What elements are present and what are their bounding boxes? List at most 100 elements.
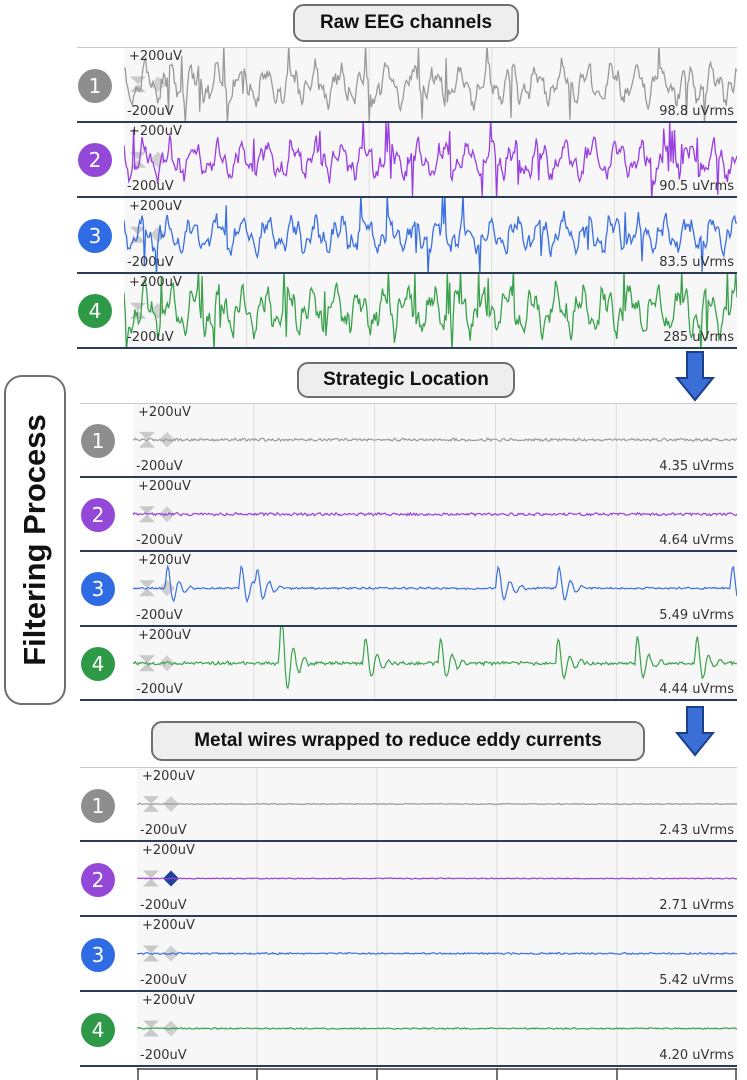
scale-top-label: +200uV [142,843,195,858]
channel-plot: +200uV -200uV 285 uVrms [124,273,737,347]
rms-value-label: 2.71 uVrms [659,898,734,913]
scale-bottom-label: -200uV [136,682,183,697]
eeg-trace-line [133,564,737,604]
scale-bottom-label: -200uV [127,179,174,194]
down-arrow-icon [675,351,715,402]
eeg-trace-line [137,951,737,956]
channel-row: 4 +200uV -200uV 4.20 uVrms [80,992,737,1067]
channel-number-badge: 3 [78,218,112,253]
channel-number-badge: 4 [78,294,112,329]
rms-value-label: 83.5 uVrms [659,254,734,270]
scale-bottom-label: -200uV [140,823,187,838]
channel-plot: +200uV -200uV 2.71 uVrms [137,842,737,915]
eeg-trace-chart [137,917,737,990]
eeg-trace-chart [124,48,737,121]
eeg-trace-line [133,437,737,443]
channel-number-badge: 2 [78,143,112,178]
eeg-trace-chart [124,198,737,272]
channel-number-badge: 4 [81,646,115,681]
eeg-trace-chart [124,122,737,196]
channel-number-badge: 3 [81,572,115,607]
eeg-trace-line [124,273,737,347]
scale-top-label: +200uV [138,627,191,643]
channel-number-badge: 2 [81,497,115,532]
rms-value-label: 2.43 uVrms [659,823,734,838]
eeg-trace-chart [137,992,737,1065]
section-title-strategic: Strategic Location [297,362,515,398]
channel-plot: +200uV -200uV 4.20 uVrms [137,992,737,1065]
channel-number-badge: 4 [81,1012,115,1047]
channel-row: 2 +200uV -200uV 2.71 uVrms [80,842,737,917]
rms-value-label: 4.20 uVrms [659,1048,734,1063]
channel-plot: +200uV -200uV 4.44 uVrms [133,626,737,699]
eeg-trace-line [133,511,737,517]
channel-row: 4 +200uV -200uV 285 uVrms [77,273,737,349]
scale-bottom-label: -200uV [127,103,174,119]
channel-row: 1 +200uV -200uV 4.35 uVrms [80,403,737,478]
scale-bottom-label: -200uV [136,607,183,623]
eeg-trace-chart [137,768,737,840]
scale-top-label: +200uV [138,553,191,568]
channel-number-badge: 2 [81,862,115,897]
rms-value-label: 4.35 uVrms [659,458,734,474]
scale-bottom-label: -200uV [127,254,174,270]
eeg-trace-line [124,122,737,196]
rms-value-label: 98.8 uVrms [659,103,734,119]
channel-row: 1 +200uV -200uV 98.8 uVrms [77,47,737,123]
rms-value-label: 5.49 uVrms [659,607,734,623]
scale-widget-icon [139,654,175,671]
scale-top-label: +200uV [142,993,195,1008]
scale-top-label: +200uV [142,918,195,933]
rms-value-label: 5.42 uVrms [659,973,734,988]
rms-value-label: 4.44 uVrms [659,682,734,697]
scale-top-label: +200uV [129,199,182,214]
eeg-trace-chart [133,404,737,476]
eeg-trace-line [124,48,737,121]
section-title-raw: Raw EEG channels [293,4,519,42]
channel-plot: +200uV -200uV 83.5 uVrms [124,198,737,272]
channel-plot: +200uV -200uV 2.43 uVrms [137,768,737,840]
scale-top-label: +200uV [129,49,182,64]
eeg-trace-line [137,1026,737,1030]
scale-top-label: +200uV [129,123,182,139]
metal-wires-panel: 1 +200uV -200uV 2.43 uVrms 2 +200uV -200uV 2.71… [80,767,737,1067]
eeg-trace-chart [124,273,737,347]
eeg-trace-line [137,877,737,880]
eeg-trace-line [124,198,737,272]
strategic-location-panel: 1 +200uV -200uV 4.35 uVrms 2 +200uV -200uV 4.64… [80,403,737,701]
eeg-trace-line [133,626,737,690]
down-arrow-icon [675,706,715,757]
down-arrow-shape [675,351,715,402]
scale-top-label: +200uV [142,769,195,784]
eeg-trace-chart [133,552,737,625]
eeg-trace-chart [133,477,737,550]
eeg-trace-line [137,802,737,806]
channel-number-badge: 1 [81,788,115,823]
channel-row: 4 +200uV -200uV 4.44 uVrms [80,626,737,701]
channel-plot: +200uV -200uV 90.5 uVrms [124,122,737,196]
channel-row: 1 +200uV -200uV 2.43 uVrms [80,767,737,842]
rms-value-label: 90.5 uVrms [659,179,734,194]
scale-top-label: +200uV [138,405,191,420]
channel-plot: +200uV -200uV 5.42 uVrms [137,917,737,990]
eeg-trace-chart [137,842,737,915]
time-axis-ticks [137,1068,737,1080]
scale-bottom-label: -200uV [127,330,174,345]
scale-bottom-label: -200uV [136,533,183,548]
raw-eeg-panel: 1 +200uV -200uV 98.8 uVrms 2 +200uV -200uV 90.5… [77,47,737,349]
scale-bottom-label: -200uV [140,1048,187,1063]
channel-row: 3 +200uV -200uV 5.49 uVrms [80,552,737,627]
eeg-trace-chart [133,626,737,699]
down-arrow-shape [675,706,715,757]
channel-plot: +200uV -200uV 98.8 uVrms [124,48,737,121]
filtering-process-text: Filtering Process [17,414,52,666]
channel-row: 3 +200uV -200uV 83.5 uVrms [77,198,737,274]
filtering-process-label: Filtering Process [4,375,66,705]
rms-value-label: 4.64 uVrms [659,533,734,548]
channel-number-badge: 1 [81,424,115,459]
rms-value-label: 285 uVrms [663,330,734,345]
channel-row: 2 +200uV -200uV 90.5 uVrms [77,122,737,198]
channel-plot: +200uV -200uV 4.35 uVrms [133,404,737,476]
scale-bottom-label: -200uV [140,973,187,988]
channel-row: 3 +200uV -200uV 5.42 uVrms [80,917,737,992]
